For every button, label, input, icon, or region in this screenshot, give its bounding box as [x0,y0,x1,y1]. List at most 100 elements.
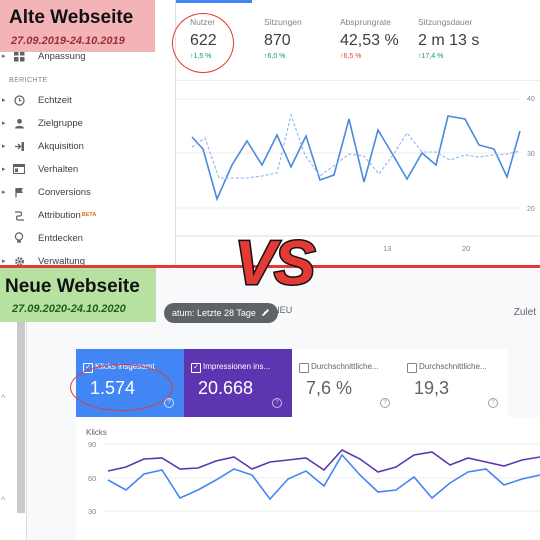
sidebar-item-akquisition[interactable]: ▸ Akquisition [0,135,175,157]
metric-label: Sitzungen [264,17,302,27]
sidebar-section-label: BERICHTE [9,77,48,84]
active-metric-indicator [176,0,252,3]
person-icon [12,118,26,129]
metric-change: ↑6,5 % [340,53,362,60]
old-analytics-panel: ▸ Anpassung BERICHTE ▸ Echtzeit ▸ Zielgr… [0,0,540,265]
sidebar-item-entdecken[interactable]: Entdecken [0,227,175,249]
old-title-box: Alte Webseite 27.09.2019-24.10.2019 [0,0,155,52]
lightbulb-icon [12,232,26,244]
sidebar-item-verhalten[interactable]: ▸ Verhalten [0,158,175,180]
clock-icon [12,94,26,106]
dashboard-icon [12,50,26,62]
impressions-line [107,449,540,473]
sidebar-item-anpassung[interactable]: ▸ Anpassung [0,45,175,67]
help-icon[interactable]: ? [380,398,390,408]
highlight-ring [172,13,234,73]
add-filter-button[interactable]: + NEU [259,302,293,318]
help-icon[interactable]: ? [164,398,174,408]
new-search-console-panel: ^ ^ atum: Letzte 28 Tage + NEU Zulet Neu… [0,268,540,540]
filter-toolbar: atum: Letzte 28 Tage + NEU Zulet [26,297,540,329]
y-tick-label: 40 [527,96,535,103]
beta-badge: BETA [81,212,97,218]
chart-gridlines [104,443,540,512]
x-tick-label: 20 [462,244,470,253]
card-label: Durchschnittliche... [419,362,487,371]
sidebar-item-zielgruppe[interactable]: ▸ Zielgruppe [0,112,175,134]
card-label: Durchschnittliche... [311,362,379,371]
current-period-line [191,115,521,202]
up-arrow-icon: ↑ [340,53,344,60]
metric-value: 42,53 % [340,32,399,49]
new-title-box: Neue Webseite 27.09.2020-24.10.2020 [0,268,156,322]
metric-label: Sitzungsdauer [418,17,473,27]
card-value: 20.668 [198,378,254,398]
chevron-up-icon[interactable]: ^ [1,495,6,505]
sidebar-item-label: Conversions [38,186,91,198]
y-tick-label: 60 [88,474,96,483]
expand-arrow-icon: ▸ [2,258,6,265]
sidebar-item-label: Verwaltung [38,255,86,266]
compare-label[interactable]: Zulet [513,307,536,318]
clicks-line [107,453,540,501]
card-label: Impressionen ins... [203,362,271,371]
y-tick-label: 20 [527,206,535,213]
plus-icon: + [259,302,268,318]
checkbox-checked[interactable]: ✓ [191,363,201,373]
date-filter-label: atum: Letzte 28 Tage [172,308,256,318]
expand-arrow-icon: ▸ [2,166,6,173]
metric-change: ↑17,4 % [418,53,444,60]
new-title: Neue Webseite [5,276,140,297]
y-tick-label: 90 [88,440,96,449]
card-average-position[interactable]: Durchschnittliche... 19,3 ? [400,349,508,417]
metric-label: Absprungrate [340,17,392,27]
highlight-ring [70,364,173,411]
vs-label: VS [233,229,318,297]
sidebar-item-label: Akquisition [38,140,84,152]
new-date-range: 27.09.2020-24.10.2020 [12,303,126,315]
checkbox-unchecked[interactable] [299,363,309,373]
divider [176,80,540,81]
checkbox-unchecked[interactable] [407,363,417,373]
y-tick-label: 30 [88,507,96,516]
chevron-up-icon[interactable]: ^ [1,393,6,403]
gear-icon [12,256,26,265]
up-arrow-icon: ↑ [264,53,268,60]
vs-text: VS [235,229,315,297]
chart-title: Klicks [86,428,107,437]
scrollbar[interactable] [17,318,25,513]
sidebar-item-echtzeit[interactable]: ▸ Echtzeit [0,89,175,111]
metric-value: 870 [264,32,291,49]
pencil-icon[interactable] [261,308,270,319]
card-total-impressions[interactable]: ✓ Impressionen ins... 20.668 ? [184,349,292,417]
old-line-chart: 13 20 40 30 20 [176,96,540,253]
acquisition-icon [12,141,26,152]
date-filter-chip[interactable]: atum: Letzte 28 Tage [164,303,278,323]
sidebar-item-label: Entdecken [38,232,83,244]
x-tick-label: 13 [383,244,391,253]
previous-period-line [191,113,521,179]
sidebar-item-label: Anpassung [38,50,86,62]
sidebar-item-attribution[interactable]: Attribution BETA [0,204,175,226]
card-value: 19,3 [414,378,450,398]
section-divider [0,265,540,268]
metric-value: 2 m 13 s [418,32,480,49]
y-tick-label: 30 [527,151,535,158]
add-filter-label: NEU [273,305,293,315]
sidebar-item-verwaltung[interactable]: ▸ Verwaltung [0,250,175,265]
help-icon[interactable]: ? [488,398,498,408]
sidebar-item-conversions[interactable]: ▸ Conversions [0,181,175,203]
card-value: 7,6 % [306,378,353,398]
sidebar-item-label: Attribution [38,209,81,221]
sidebar-item-label: Echtzeit [38,94,72,106]
old-title: Alte Webseite [9,7,134,28]
expand-arrow-icon: ▸ [2,53,6,60]
expand-arrow-icon: ▸ [2,143,6,150]
chart-gridlines [176,98,540,237]
expand-arrow-icon: ▸ [2,120,6,127]
old-date-range: 27.09.2019-24.10.2019 [11,35,125,47]
expand-arrow-icon: ▸ [2,189,6,196]
card-average-ctr[interactable]: Durchschnittliche... 7,6 % ? [292,349,401,417]
attribution-icon [12,210,26,221]
help-icon[interactable]: ? [272,398,282,408]
sidebar-item-label: Zielgruppe [38,117,83,129]
